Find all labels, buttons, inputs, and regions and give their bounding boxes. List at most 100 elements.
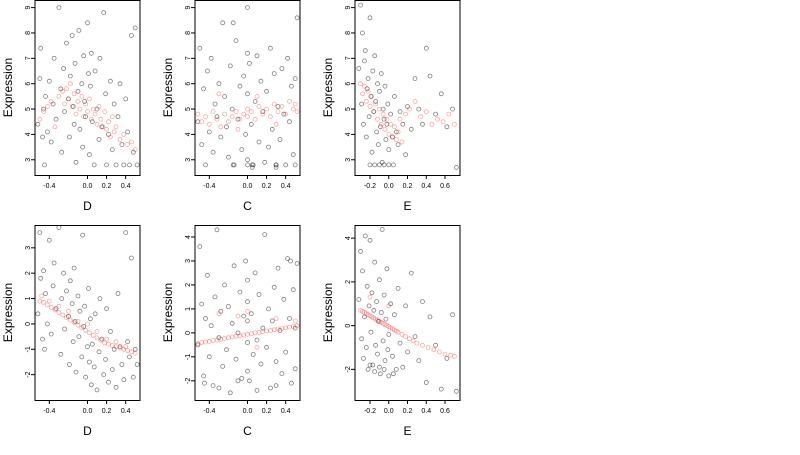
data-point: [117, 345, 123, 351]
data-point: [385, 347, 391, 353]
data-point: [288, 258, 293, 264]
data-point: [214, 337, 220, 343]
data-point: [87, 152, 92, 158]
data-point: [83, 101, 88, 107]
data-point: [108, 329, 113, 334]
data-point: [386, 162, 392, 168]
data-point: [405, 349, 410, 355]
data-point: [86, 71, 91, 76]
data-point: [267, 385, 273, 391]
data-point: [69, 104, 75, 109]
data-point: [376, 162, 382, 168]
data-point: [214, 114, 220, 120]
data-point: [367, 313, 373, 319]
data-point: [121, 377, 127, 383]
data-point: [206, 129, 212, 135]
data-point: [235, 126, 241, 132]
data-point: [368, 329, 374, 335]
data-point: [360, 355, 366, 361]
data-point: [294, 15, 300, 21]
data-point: [203, 316, 208, 321]
data-point: [400, 364, 406, 370]
y-tick-label: 9: [345, 6, 352, 10]
y-tick-label: -2: [345, 366, 352, 372]
x-tick-label: 0.4: [121, 408, 131, 415]
data-point: [245, 368, 250, 374]
data-point: [101, 10, 107, 16]
data-point: [218, 336, 224, 342]
data-point: [271, 101, 277, 107]
data-point: [375, 317, 380, 323]
data-point: [406, 106, 412, 112]
data-point: [113, 124, 119, 130]
data-point: [376, 318, 382, 324]
series-1: [356, 2, 459, 170]
data-point: [66, 96, 71, 102]
data-point: [123, 344, 129, 350]
data-point: [97, 55, 103, 61]
data-point: [390, 326, 395, 332]
data-point: [40, 336, 45, 342]
y-axis-label: Expression: [1, 58, 15, 117]
x-tick-label: 0.0: [243, 408, 253, 415]
data-point: [111, 101, 117, 107]
data-point: [222, 94, 228, 99]
y-tick-label: 5: [185, 107, 192, 111]
data-point: [362, 233, 368, 239]
data-point: [256, 139, 262, 145]
data-point: [106, 131, 111, 137]
data-point: [399, 331, 405, 337]
data-point: [367, 15, 373, 21]
data-point: [373, 342, 379, 348]
series-1: [35, 5, 140, 168]
y-tick-label: 3: [185, 259, 192, 263]
data-point: [91, 162, 97, 168]
data-point: [233, 333, 239, 339]
data-point: [378, 121, 384, 127]
data-point: [279, 326, 285, 332]
data-point: [41, 299, 46, 305]
data-point: [269, 318, 275, 324]
data-point: [264, 344, 270, 350]
y-tick-label: -1: [25, 346, 32, 352]
data-point: [375, 351, 380, 357]
data-point: [115, 114, 121, 120]
data-point: [134, 162, 140, 168]
data-point: [275, 326, 281, 332]
data-point: [371, 109, 377, 114]
data-point: [45, 104, 50, 109]
data-point: [384, 266, 390, 272]
data-point: [62, 101, 67, 107]
data-point: [287, 119, 292, 125]
data-point: [256, 104, 262, 109]
data-point: [210, 383, 216, 389]
data-point: [62, 326, 67, 332]
data-point: [113, 162, 119, 168]
data-point: [262, 159, 268, 165]
data-point: [58, 86, 64, 92]
data-point: [369, 314, 375, 320]
x-tick-label: 0.2: [262, 183, 272, 190]
data-point: [279, 104, 285, 109]
data-point: [254, 344, 260, 350]
data-point: [195, 341, 201, 347]
data-point: [79, 354, 85, 360]
x-axis-label: C: [243, 199, 252, 213]
data-point: [367, 237, 373, 243]
data-point: [88, 316, 93, 322]
data-point: [132, 147, 138, 153]
data-point: [90, 332, 96, 338]
y-tick-label: 5: [345, 107, 352, 111]
x-axis-label: D: [83, 199, 92, 213]
data-point: [37, 116, 43, 122]
data-point: [125, 339, 130, 345]
data-point: [75, 318, 81, 324]
data-point: [245, 106, 250, 112]
x-axis-label: E: [403, 424, 411, 438]
y-axis-label: Expression: [321, 283, 335, 342]
data-point: [59, 296, 65, 302]
x-tick-label: -0.4: [43, 408, 55, 415]
x-tick-label: 0.0: [83, 183, 93, 190]
data-point: [245, 5, 250, 10]
data-point: [438, 386, 444, 392]
